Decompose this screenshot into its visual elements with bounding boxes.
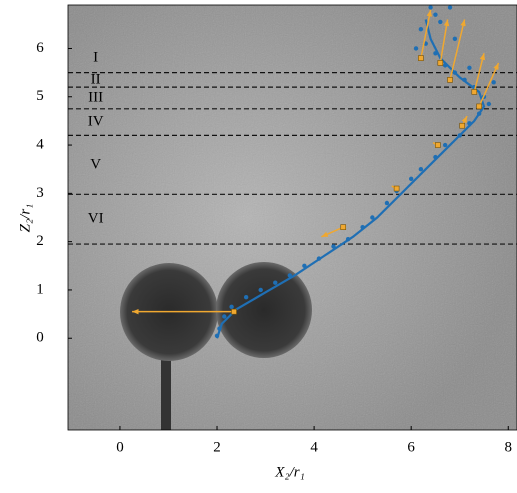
y-tick-label: 0 [36, 330, 44, 346]
x-tick-label: 6 [407, 439, 415, 455]
x-tick-label: 8 [505, 439, 513, 455]
force-arrow [447, 19, 466, 83]
arrow-part [447, 77, 453, 83]
plot-frame [67, 4, 517, 431]
trajectory-point [243, 294, 249, 300]
force-arrow [437, 19, 450, 66]
arrow-part [437, 60, 444, 66]
arrow-part [321, 231, 329, 237]
x-tick-label: 2 [213, 439, 221, 455]
arrow-part [449, 19, 466, 81]
y-tick-label: 4 [36, 136, 44, 152]
region-label: VI [88, 211, 104, 227]
trajectory-point [418, 167, 424, 172]
arrow-part [340, 224, 347, 230]
x-axis-label: X₂/r₁ [274, 464, 305, 480]
trajectory-point [302, 263, 307, 268]
trajectory-point [467, 121, 472, 126]
force-arrow [418, 9, 432, 61]
y-axis-label: Z₂/r₁ [17, 204, 33, 233]
force-arrow [391, 185, 400, 192]
trajectory-point [433, 12, 438, 17]
force-arrow [432, 141, 441, 148]
trajectory-point [258, 287, 263, 293]
arrow-part [435, 142, 441, 148]
arrow-part [459, 122, 465, 129]
trajectory-point [418, 26, 424, 32]
trajectory-point [442, 63, 448, 68]
arrow-part [476, 103, 482, 110]
trajectory-point [331, 244, 336, 249]
arrow-part [460, 19, 466, 27]
arrow-part [393, 185, 400, 192]
x-tick-label: 4 [310, 439, 318, 455]
trajectory-point [413, 46, 419, 51]
force-arrow [471, 53, 486, 95]
trajectory-point [222, 314, 227, 319]
arrow-part [473, 53, 485, 93]
trajectory-point [408, 176, 414, 182]
trajectory-point [457, 133, 462, 138]
arrow-part [426, 9, 432, 17]
arrow-part [418, 55, 424, 61]
region-label: III [88, 89, 103, 105]
trajectory-point [476, 111, 482, 116]
trajectory-point [467, 65, 472, 70]
force-arrow [132, 308, 237, 315]
arrow-part [479, 53, 486, 61]
trajectory-point [229, 304, 234, 310]
arrow-part [439, 19, 449, 64]
force-arrow [321, 224, 347, 238]
trajectory-point [370, 215, 375, 220]
trajectory-point [384, 200, 390, 206]
arrow-part [478, 62, 500, 107]
region-label: IV [88, 114, 104, 130]
background-image [68, 5, 517, 430]
trajectory-point [462, 77, 467, 83]
trajectory-point [433, 154, 438, 160]
trajectory-point [345, 237, 351, 242]
arrow-part [461, 116, 468, 124]
trajectory-point [442, 142, 448, 148]
y-tick-label: 3 [36, 185, 44, 201]
y-tick-label: 1 [36, 281, 44, 297]
trajectory-point [486, 101, 492, 107]
arrow-part [471, 89, 478, 95]
region-label: II [91, 71, 101, 87]
force-arrow [476, 62, 500, 110]
trajectory-point [447, 5, 453, 10]
arrow-part [132, 308, 139, 315]
trajectory-point [428, 5, 433, 10]
arrow-part [493, 62, 499, 70]
trajectory-point [214, 333, 220, 339]
trajectory-point [452, 70, 458, 75]
trajectory-point [316, 256, 322, 261]
arrow-part [420, 9, 432, 59]
arrow-part [443, 19, 450, 27]
trajectory-point [491, 80, 496, 85]
region-label: V [90, 156, 101, 172]
trajectory-point [452, 36, 458, 42]
trajectory-point [360, 224, 365, 230]
trajectory-point [273, 280, 278, 285]
region-label: I [93, 50, 98, 66]
x-tick-label: 0 [116, 439, 124, 455]
trajectory-point [433, 51, 438, 56]
force-arrow [459, 115, 468, 129]
trajectory-line [215, 19, 486, 339]
trajectory-point [217, 326, 222, 331]
trajectory-point [287, 273, 293, 278]
y-tick-label: 2 [36, 233, 44, 249]
y-tick-label: 5 [36, 88, 44, 104]
arrow-part [231, 308, 237, 315]
trajectory-point [438, 19, 443, 25]
y-tick-label: 6 [36, 40, 44, 56]
